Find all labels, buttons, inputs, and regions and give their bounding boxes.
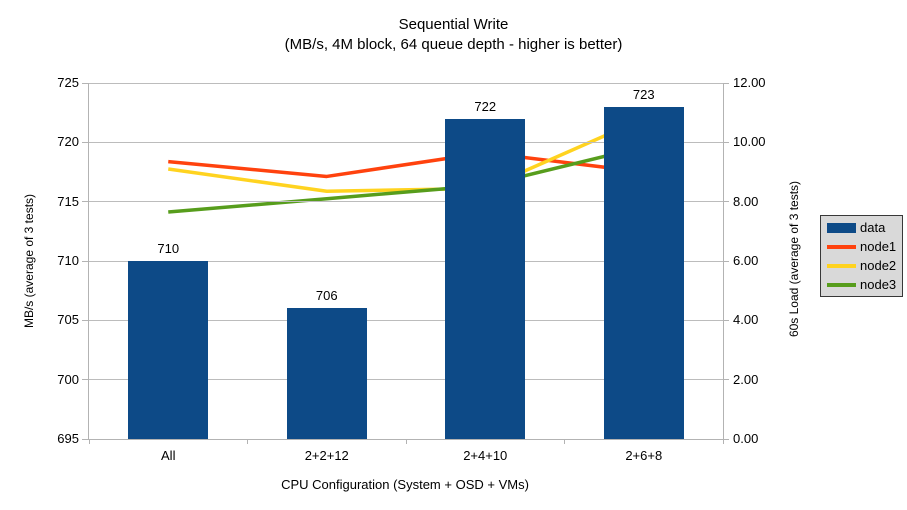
bar-All	[128, 261, 209, 439]
x-axis-tick	[722, 439, 724, 444]
bar-value-label: 722	[474, 98, 497, 114]
bar-2+6+8	[603, 106, 684, 439]
x-category-label: 2+6+8	[625, 448, 663, 463]
legend: data node1 node2 node3	[820, 215, 903, 297]
left-axis-tick-label: 715	[57, 193, 79, 209]
left-axis-tick	[82, 141, 88, 143]
right-axis-tick-label: 12.00	[733, 75, 766, 90]
line-node2	[168, 116, 645, 194]
plot-area: 725 12.00 720 10.00 715 8.00 710 6.00 705 4.00 700…	[57, 75, 765, 463]
left-axis-tick-label: 705	[57, 312, 79, 328]
legend-label-data: data	[860, 219, 886, 235]
x-category-label: 2+2+12	[304, 448, 349, 463]
right-axis-tick	[723, 438, 729, 440]
x-axis-tick	[88, 439, 90, 444]
left-axis-tick	[82, 379, 88, 381]
x-axis-tick	[405, 439, 407, 444]
line-series-layer	[168, 116, 645, 214]
bar-2+4+10	[445, 118, 526, 439]
line-node3	[168, 145, 645, 214]
left-axis-tick	[82, 260, 88, 262]
left-axis-tick-label: 720	[57, 134, 79, 150]
right-axis-tick-label: 2.00	[733, 371, 759, 387]
gridline	[89, 319, 723, 321]
gridline	[89, 201, 723, 203]
left-axis-tick	[82, 438, 88, 440]
x-category-label: 2+4+10	[463, 448, 508, 463]
x-axis-tick	[564, 439, 565, 444]
legend-label-node2: node2	[860, 257, 897, 273]
line-node1	[168, 150, 644, 179]
legend-label-node3: node3	[860, 276, 897, 292]
x-category-label: All	[161, 448, 176, 463]
legend-item-data: data	[827, 218, 902, 237]
legend-item-node3: node3	[827, 275, 902, 294]
right-axis-tick	[723, 379, 729, 381]
left-axis-tick	[82, 201, 88, 203]
bar-value-label: 706	[315, 288, 338, 304]
right-axis-tick	[723, 260, 729, 262]
left-axis-tick-label: 710	[57, 253, 79, 268]
legend-swatch-node3	[827, 282, 856, 287]
right-axis-tick-label: 10.00	[733, 134, 766, 150]
right-axis-tick-label: 8.00	[733, 193, 759, 209]
right-axis-tick-label: 4.00	[733, 312, 759, 328]
chart-title: Sequential Write	[398, 16, 509, 33]
legend-swatch-node2	[827, 263, 856, 268]
right-axis-tick	[723, 201, 729, 203]
legend-label-node1: node1	[860, 238, 897, 254]
left-axis-tick	[82, 82, 88, 84]
x-axis-title: CPU Configuration (System + OSD + VMs)	[281, 477, 529, 492]
right-axis-tick	[723, 82, 729, 84]
left-axis-tick-label: 725	[57, 75, 79, 90]
left-axis-tick-label: 695	[57, 431, 79, 446]
gridline	[89, 260, 723, 262]
legend-swatch-node1	[827, 244, 856, 249]
bar-value-label: 723	[632, 86, 655, 102]
legend-item-node1: node1	[827, 237, 902, 256]
right-axis-tick-label: 0.00	[733, 431, 759, 446]
right-axis-tick	[723, 319, 729, 321]
legend-item-node2: node2	[827, 256, 902, 275]
bar-value-label: 710	[157, 241, 180, 256]
gridline	[89, 141, 723, 143]
gridline	[89, 379, 723, 381]
right-axis-tick	[723, 141, 729, 143]
gridline	[89, 82, 723, 84]
chart-subtitle: (MB/s, 4M block, 64 queue depth - higher…	[284, 36, 623, 53]
x-axis-tick	[247, 439, 248, 444]
left-axis-tick-label: 700	[57, 371, 79, 387]
right-axis-tick-label: 6.00	[733, 253, 759, 268]
legend-swatch-data	[827, 222, 856, 233]
bar-2+2+12	[286, 308, 367, 439]
left-axis-tick	[82, 319, 88, 321]
